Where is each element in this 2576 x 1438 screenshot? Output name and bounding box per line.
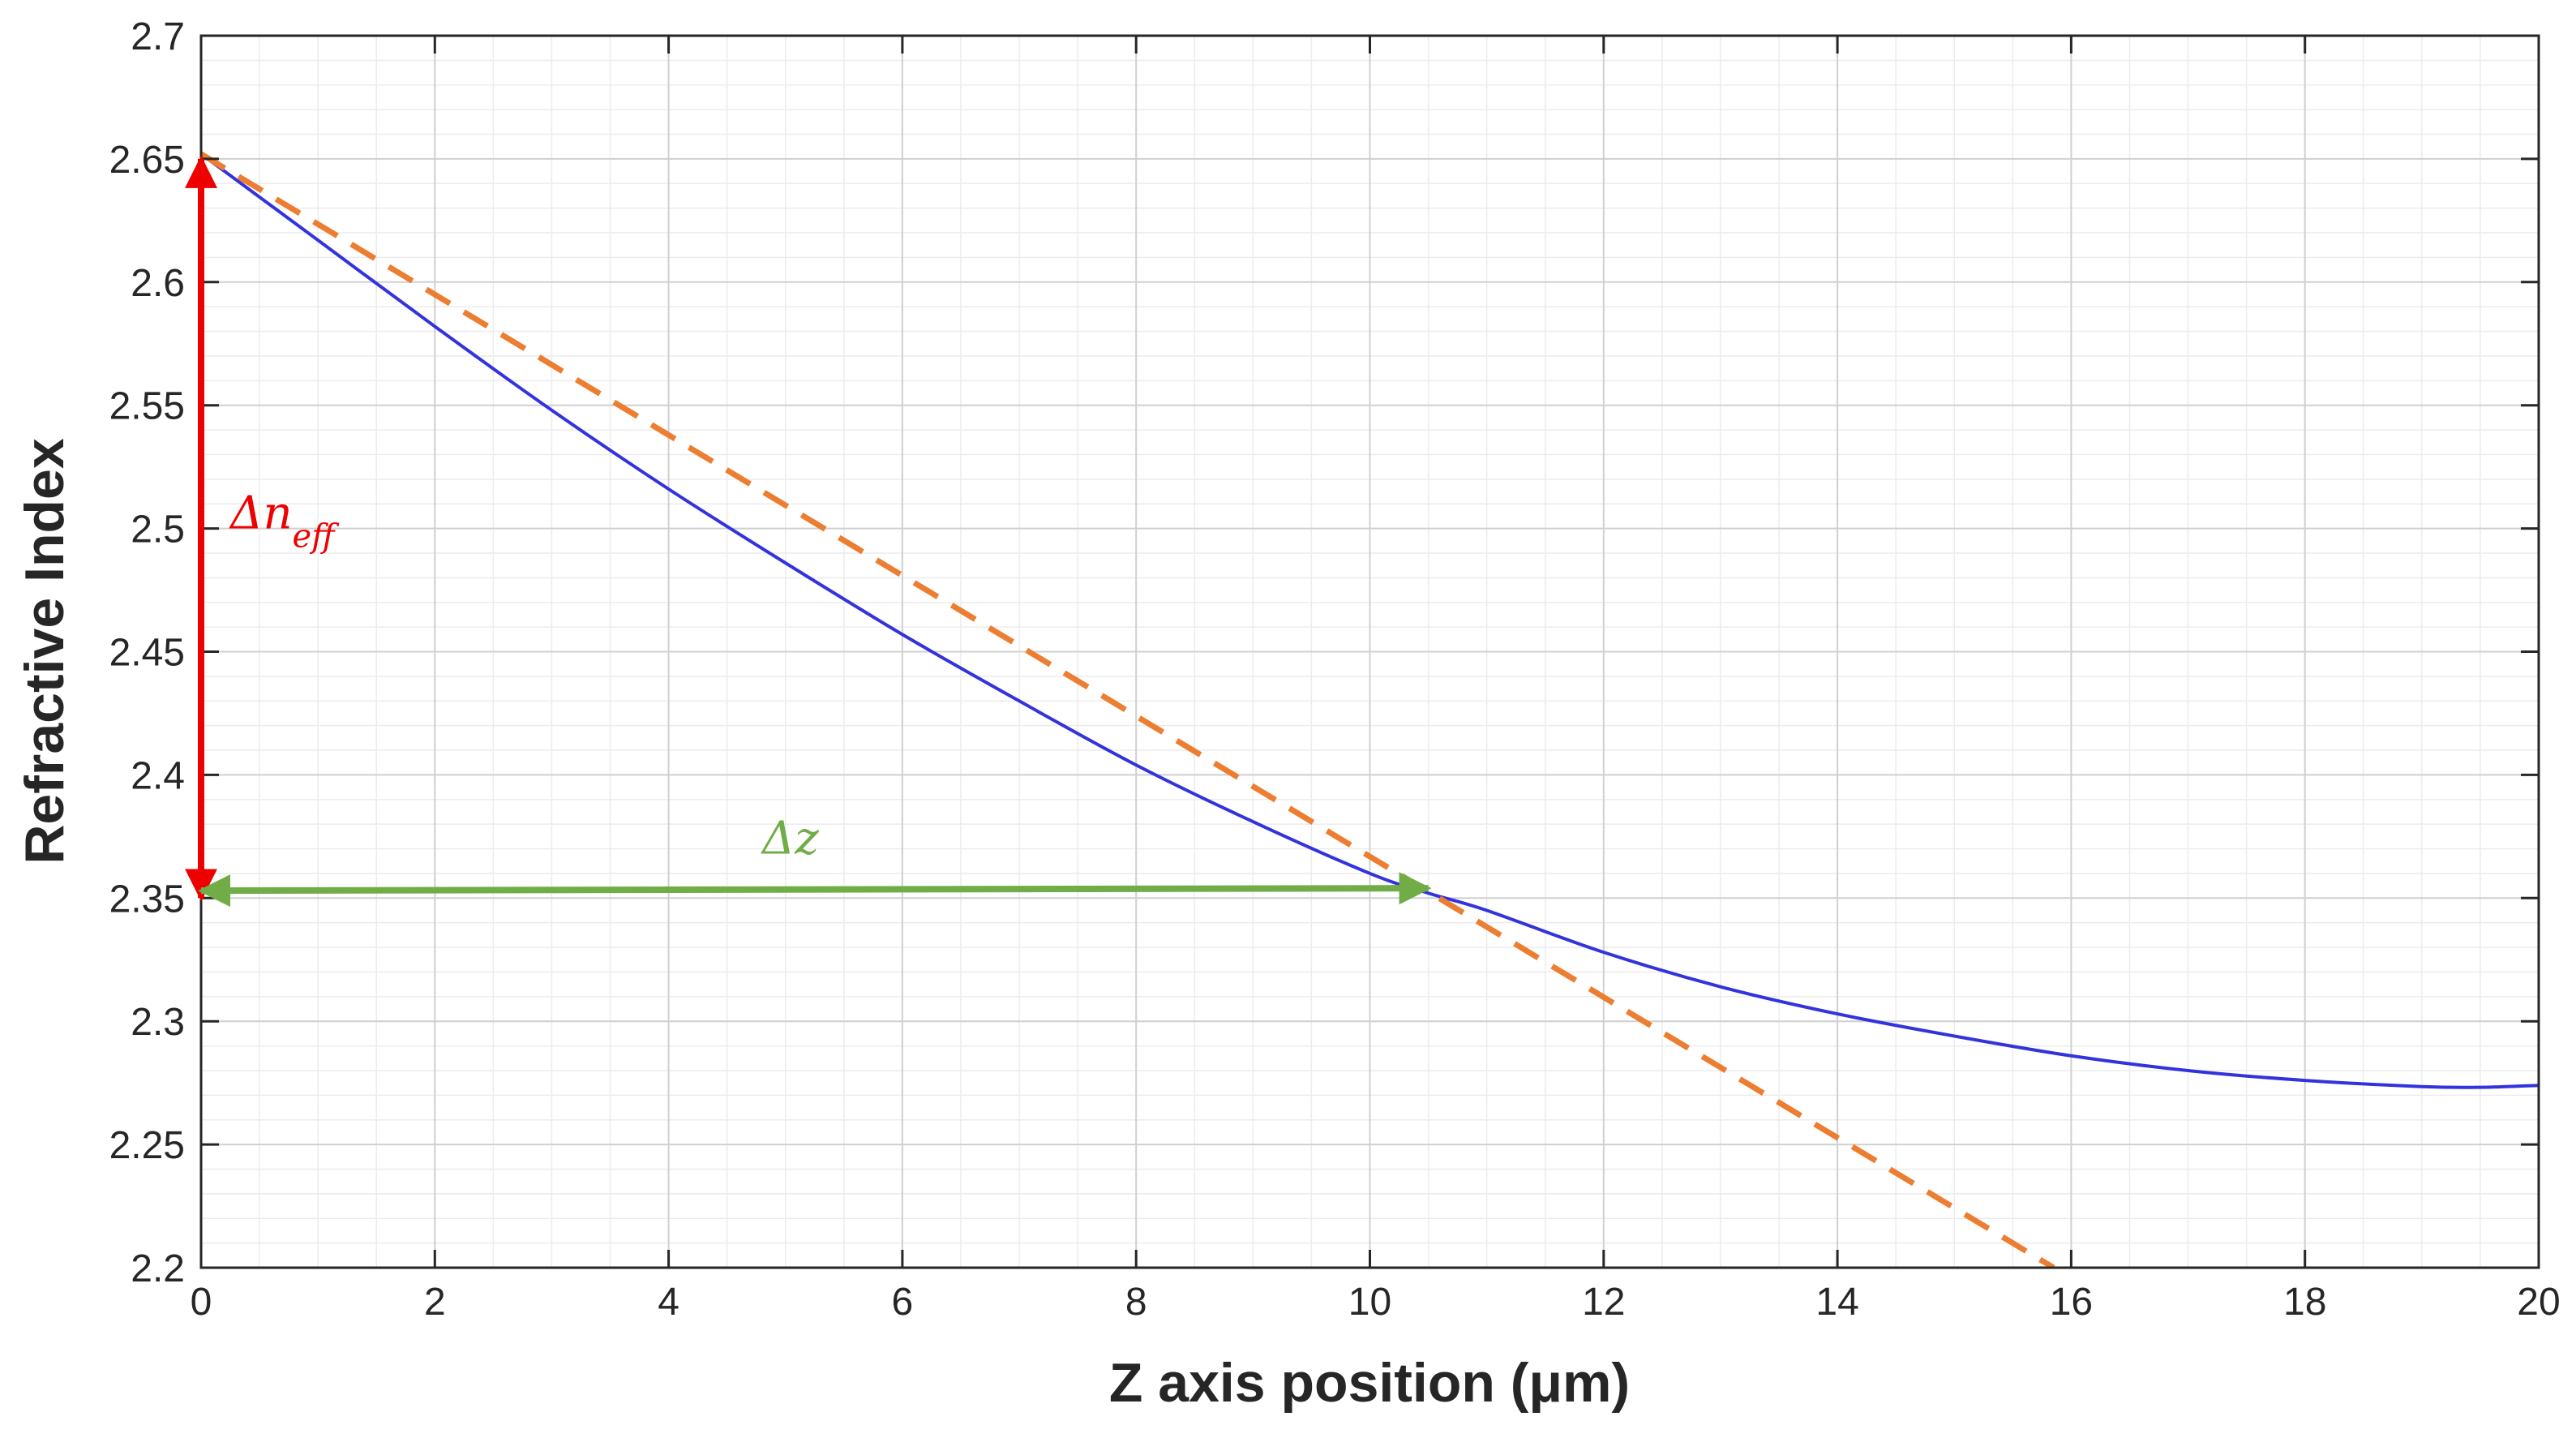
x-tick-label: 8: [1125, 1281, 1147, 1324]
y-tick-label: 2.2: [131, 1247, 185, 1290]
dashed-tangent-line: [201, 151, 2055, 1268]
y-tick-label: 2.25: [109, 1124, 185, 1167]
y-axis-title: Refractive Index: [14, 438, 75, 865]
y-tick-label: 2.4: [131, 754, 185, 797]
x-tick-labels: 0 2 4 6 8 10 12 14 16 18 20: [191, 1281, 2561, 1324]
y-tick-label: 2.35: [109, 878, 185, 921]
x-tick-label: 14: [1815, 1281, 1858, 1324]
y-tick-label: 2.65: [109, 139, 185, 182]
x-tick-label: 2: [424, 1281, 446, 1324]
delta-z-arrow: [198, 872, 1432, 908]
x-axis-title: Z axis position (μm): [1109, 1352, 1630, 1414]
delta-n-eff-label: Δneff: [229, 487, 340, 556]
x-tick-label: 12: [1582, 1281, 1625, 1324]
y-tick-label: 2.6: [131, 262, 185, 305]
y-tick-labels: 2.2 2.25 2.3 2.35 2.4 2.45 2.5 2.55 2.6 2.65 2.7: [109, 15, 185, 1290]
y-tick-label: 2.45: [109, 632, 185, 675]
y-tick-label: 2.3: [131, 1001, 185, 1044]
y-tick-label: 2.5: [131, 509, 185, 552]
x-tick-label: 10: [1348, 1281, 1391, 1324]
y-tick-label: 2.55: [109, 385, 185, 428]
x-tick-label: 0: [191, 1281, 212, 1324]
x-tick-label: 16: [2050, 1281, 2093, 1324]
x-tick-label: 4: [658, 1281, 679, 1324]
y-tick-label: 2.7: [131, 15, 185, 58]
delta-z-label: Δz: [761, 813, 819, 865]
x-tick-label: 20: [2517, 1281, 2560, 1324]
x-tick-label: 6: [892, 1281, 914, 1324]
annotations: Δneff Δz: [185, 155, 1432, 908]
x-tick-label: 18: [2283, 1281, 2326, 1324]
